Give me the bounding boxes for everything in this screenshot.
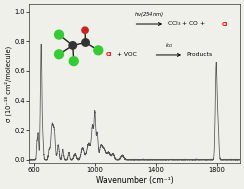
Text: CCl$_3$ + CO +: CCl$_3$ + CO + [167, 19, 207, 29]
Text: Cl: Cl [106, 53, 112, 57]
Text: + VOC: + VOC [114, 53, 136, 57]
Text: Products: Products [186, 53, 212, 57]
X-axis label: Wavenumber (cm⁻¹): Wavenumber (cm⁻¹) [96, 176, 173, 185]
Text: Cl: Cl [221, 22, 228, 26]
Text: $k_{Cl}$: $k_{Cl}$ [164, 41, 173, 50]
Text: $h\nu$(254nm): $h\nu$(254nm) [134, 10, 164, 19]
Y-axis label: σ (10⁻¹⁸ cm²/molecule): σ (10⁻¹⁸ cm²/molecule) [4, 45, 12, 122]
